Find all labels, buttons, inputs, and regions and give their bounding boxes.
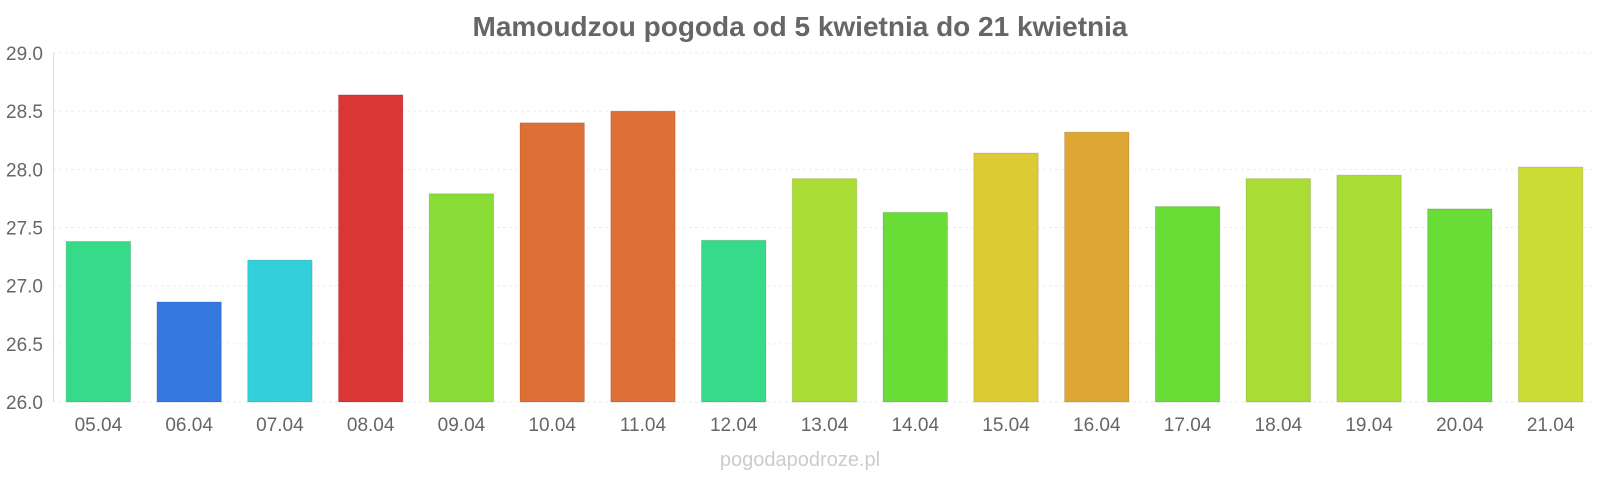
bar-12.04	[701, 239, 767, 403]
bar-13.04	[791, 178, 858, 403]
x-tick-label: 18.04	[1255, 415, 1303, 436]
bar-09.04	[428, 193, 495, 403]
y-tick-label: 27.0	[6, 277, 43, 298]
bar-20.04	[1427, 208, 1493, 403]
bar-08.04	[337, 94, 404, 403]
x-tick-label: 08.04	[347, 415, 395, 436]
y-axis-ticks: 26.0 26.5 27.0 27.5 28.0 28.5 29.0	[6, 44, 43, 414]
chart-title: Mamoudzou pogoda od 5 kwietnia do 21 kwi…	[473, 11, 1128, 42]
x-tick-label: 16.04	[1073, 415, 1121, 436]
bar-06.04	[156, 301, 222, 403]
bar-10.04	[519, 122, 585, 403]
watermark: pogodapodroze.pl	[720, 449, 880, 471]
y-tick-label: 27.5	[6, 219, 43, 240]
x-tick-label: 14.04	[891, 415, 939, 436]
bars	[65, 94, 1584, 403]
x-tick-label: 10.04	[528, 415, 576, 436]
bar-15.04	[973, 152, 1039, 403]
bar-07.04	[247, 259, 313, 403]
x-tick-label: 21.04	[1527, 415, 1575, 436]
bar-19.04	[1336, 174, 1402, 403]
y-tick-label: 29.0	[6, 44, 43, 65]
y-tick-label: 28.0	[6, 160, 43, 181]
bar-16.04	[1064, 131, 1130, 403]
x-tick-label: 05.04	[75, 415, 123, 436]
bar-05.04	[65, 240, 132, 403]
bar-11.04	[610, 110, 676, 403]
x-tick-label: 13.04	[801, 415, 849, 436]
x-tick-label: 19.04	[1345, 415, 1393, 436]
x-tick-label: 07.04	[256, 415, 304, 436]
x-tick-label: 12.04	[710, 415, 758, 436]
bar-17.04	[1154, 206, 1221, 403]
bar-14.04	[882, 211, 948, 403]
bar-21.04	[1517, 166, 1584, 403]
x-tick-label: 17.04	[1164, 415, 1212, 436]
x-tick-label: 06.04	[165, 415, 213, 436]
y-tick-label: 26.0	[6, 393, 43, 414]
x-axis-ticks: 05.04 06.04 07.04 08.04 09.04 10.04 11.04 12.04…	[75, 415, 1575, 436]
y-tick-label: 26.5	[6, 335, 43, 356]
y-tick-label: 28.5	[6, 102, 43, 123]
x-tick-label: 11.04	[620, 415, 667, 436]
bar-18.04	[1245, 178, 1312, 403]
x-tick-label: 15.04	[982, 415, 1030, 436]
x-tick-label: 20.04	[1436, 415, 1484, 436]
x-tick-label: 09.04	[438, 415, 486, 436]
